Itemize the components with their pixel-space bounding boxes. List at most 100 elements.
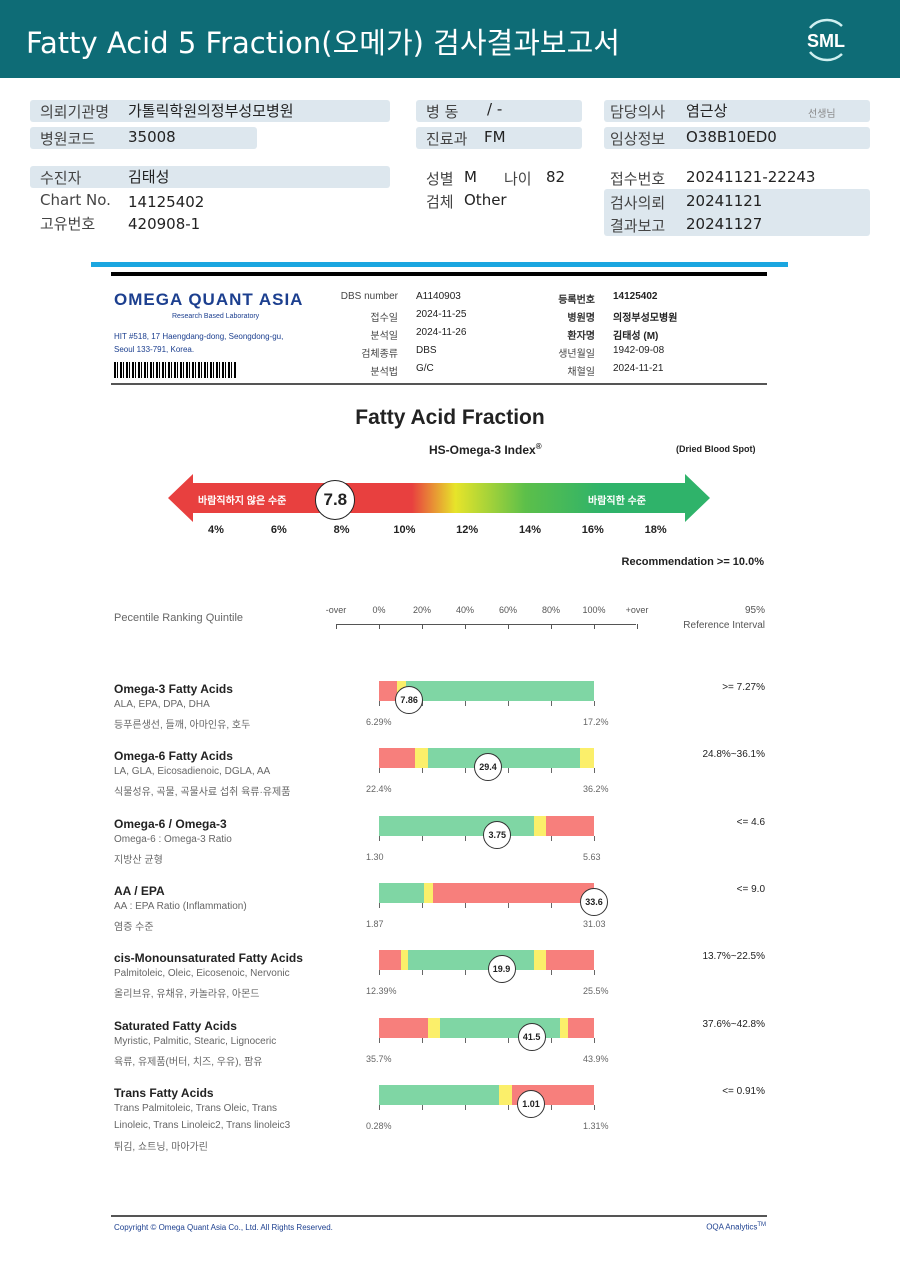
dept-value: FM xyxy=(484,128,506,146)
segment-red xyxy=(379,950,401,971)
report-label: 결과보고 xyxy=(610,217,666,235)
divider xyxy=(91,262,788,267)
bar-tick xyxy=(551,1104,552,1110)
age-value: 82 xyxy=(546,168,566,186)
patient-value: 김태성 xyxy=(128,168,170,186)
quintile-tick xyxy=(379,624,380,629)
patient-field xyxy=(30,166,390,188)
segment-red xyxy=(379,681,398,701)
unique-label: 고유번호 xyxy=(40,215,96,233)
bar-tick xyxy=(422,902,423,908)
row-food-sources: 등푸른생선, 들깨, 아마인유, 호두 xyxy=(114,720,251,731)
quintile-tick xyxy=(551,624,552,629)
row-food-sources: 육류, 유제품(버터, 치즈, 우유), 팜유 xyxy=(114,1056,263,1068)
row-subtitle: Myristic, Palmitic, Stearic, Lignoceric xyxy=(114,1035,277,1047)
bar-tick xyxy=(465,902,466,908)
bar-tick xyxy=(551,970,552,976)
bar-tick xyxy=(422,835,423,841)
segment-green xyxy=(428,748,581,769)
range-max: 1.31% xyxy=(583,1120,609,1131)
segment-green xyxy=(379,882,425,903)
bar-tick xyxy=(594,970,595,976)
bar-tick xyxy=(594,768,595,774)
undesirable-label: 바람직하지 않은 수준 xyxy=(198,496,287,507)
segment-yellow xyxy=(414,748,428,769)
lab-field-label: 검체종류 xyxy=(361,349,398,360)
index-tick-label: 6% xyxy=(270,524,287,536)
range-min: 0.28% xyxy=(366,1120,392,1131)
ward-value: / - xyxy=(487,100,503,118)
range-max: 17.2% xyxy=(583,717,609,727)
row-subtitle: Trans Palmitoleic, Trans Oleic, Trans xyxy=(114,1102,278,1114)
bar-tick xyxy=(379,835,380,841)
value-marker: 1.01 xyxy=(517,1089,545,1118)
range-bar xyxy=(379,748,594,769)
quintile-tick-label: +over xyxy=(625,605,649,615)
quintile-tick-label: 40% xyxy=(455,605,475,615)
lab-field-label: 등록번호 xyxy=(558,295,595,306)
sex-label: 성별 xyxy=(426,170,454,188)
row-subtitle: Palmitoleic, Oleic, Eicosenoic, Nervonic xyxy=(114,968,290,980)
lab-field-value: 2024-11-26 xyxy=(416,327,467,338)
range-bar xyxy=(379,882,594,903)
row-food-sources: 염증 수준 xyxy=(114,921,154,933)
copyright: Copyright © Omega Quant Asia Co., Ltd. A… xyxy=(114,1223,333,1232)
lab-field-label: 접수일 xyxy=(370,313,398,324)
row-title: Saturated Fatty Acids xyxy=(114,1018,237,1033)
header-bar xyxy=(0,0,900,78)
index-note: (Dried Blood Spot) xyxy=(676,444,756,454)
quintile-tick xyxy=(594,624,595,629)
range-min: 1.87 xyxy=(366,918,384,929)
bar-tick xyxy=(422,970,423,976)
quintile-tick-label: 0% xyxy=(372,605,386,615)
age-label: 나이 xyxy=(504,170,532,188)
segment-yellow xyxy=(533,815,546,836)
segment-red xyxy=(545,950,594,971)
ward-field xyxy=(416,100,582,122)
hospital-code-value: 35008 xyxy=(128,128,176,146)
bar-tick xyxy=(379,1037,380,1043)
row-title: AA / EPA xyxy=(114,883,165,898)
ward-label: 병 동 xyxy=(426,103,459,121)
lab-field-value: 14125402 xyxy=(613,291,658,302)
lab-field-value: 김태성 (M) xyxy=(613,331,659,342)
lab-address: Seoul 133-791, Korea. xyxy=(114,345,195,354)
range-max: 25.5% xyxy=(583,986,609,997)
clinical-field xyxy=(604,127,870,149)
row-title: Omega-6 / Omega-3 xyxy=(114,816,227,831)
lab-field-value: G/C xyxy=(416,363,434,374)
segment-yellow xyxy=(580,748,594,769)
lab-field-label: 병원명 xyxy=(567,313,595,324)
segment-red xyxy=(545,815,594,836)
bar-tick xyxy=(379,970,380,976)
bar-tick xyxy=(508,1104,509,1110)
index-subtitle: HS-Omega-3 Index® xyxy=(429,442,542,457)
clinical-value: O38B10ED0 xyxy=(686,128,777,146)
row-title: Trans Fatty Acids xyxy=(114,1085,214,1100)
range-min: 6.29% xyxy=(366,717,392,727)
bar-tick xyxy=(508,1037,509,1043)
bar-tick xyxy=(379,701,380,706)
quintile-tick-label: 60% xyxy=(498,605,518,615)
footer-brand-text: OQA Analytics xyxy=(706,1222,758,1232)
bar-tick xyxy=(379,768,380,774)
bar-tick xyxy=(465,1104,466,1110)
segment-red xyxy=(568,1017,594,1038)
segment-yellow xyxy=(533,950,546,971)
range-min: 1.30 xyxy=(366,851,384,862)
quintile-tick xyxy=(637,624,638,629)
dept-label: 진료과 xyxy=(426,130,468,148)
index-tick-label: 12% xyxy=(456,524,479,536)
lab-field-label: 생년월일 xyxy=(558,349,595,360)
row-title: cis-Monounsaturated Fatty Acids xyxy=(114,951,303,966)
request-value: 20241121 xyxy=(686,192,763,210)
range-bar xyxy=(379,1084,594,1105)
index-tick-label: 18% xyxy=(644,524,667,536)
lab-field-value: DBS xyxy=(416,345,437,356)
bar-tick xyxy=(422,1104,423,1110)
sex-value: M xyxy=(464,168,477,186)
reference-interval: 24.8%~36.1% xyxy=(702,749,765,761)
segment-yellow xyxy=(559,1017,569,1038)
quintile-tick-label: 20% xyxy=(412,605,432,615)
lab-tagline: Research Based Laboratory xyxy=(172,313,260,320)
